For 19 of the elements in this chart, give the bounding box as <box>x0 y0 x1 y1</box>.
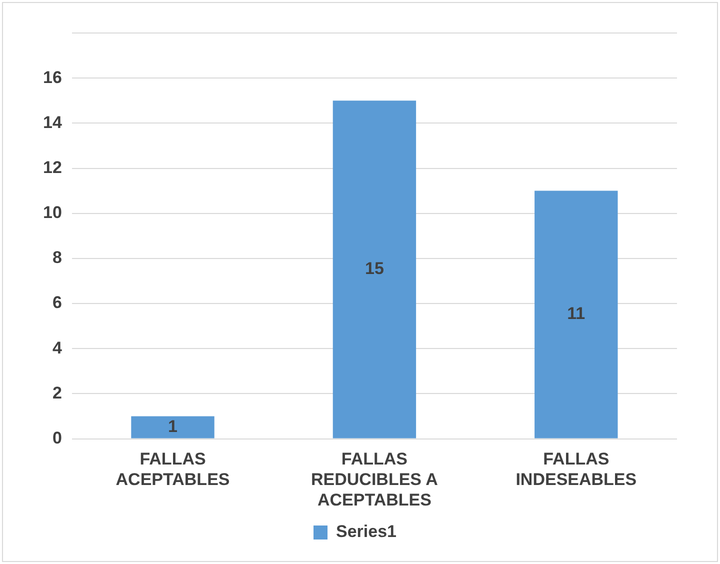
data-label: 15 <box>364 259 384 278</box>
y-tick-label: 4 <box>52 338 62 358</box>
y-tick-label: 8 <box>52 248 62 268</box>
data-label: 1 <box>168 416 178 436</box>
y-tick-label: 2 <box>52 383 62 402</box>
y-tick-label: 12 <box>42 158 62 177</box>
data-label: 11 <box>567 304 586 324</box>
bar <box>332 100 416 438</box>
x-tick-label: FALLAS INDESEABLES <box>516 450 637 490</box>
x-tick-label: FALLAS ACEPTABLES <box>116 450 230 490</box>
y-tick-label: 14 <box>42 112 62 132</box>
y-tick-label: 6 <box>52 293 62 312</box>
bar <box>534 190 618 438</box>
legend-label: Series1 <box>336 522 396 542</box>
y-tick-label: 0 <box>52 428 62 448</box>
bar <box>131 416 214 438</box>
y-tick-label: 16 <box>42 68 62 87</box>
x-tick-label: FALLAS REDUCIBLES A ACEPTABLES <box>311 450 438 510</box>
y-tick-label: 10 <box>42 203 62 222</box>
